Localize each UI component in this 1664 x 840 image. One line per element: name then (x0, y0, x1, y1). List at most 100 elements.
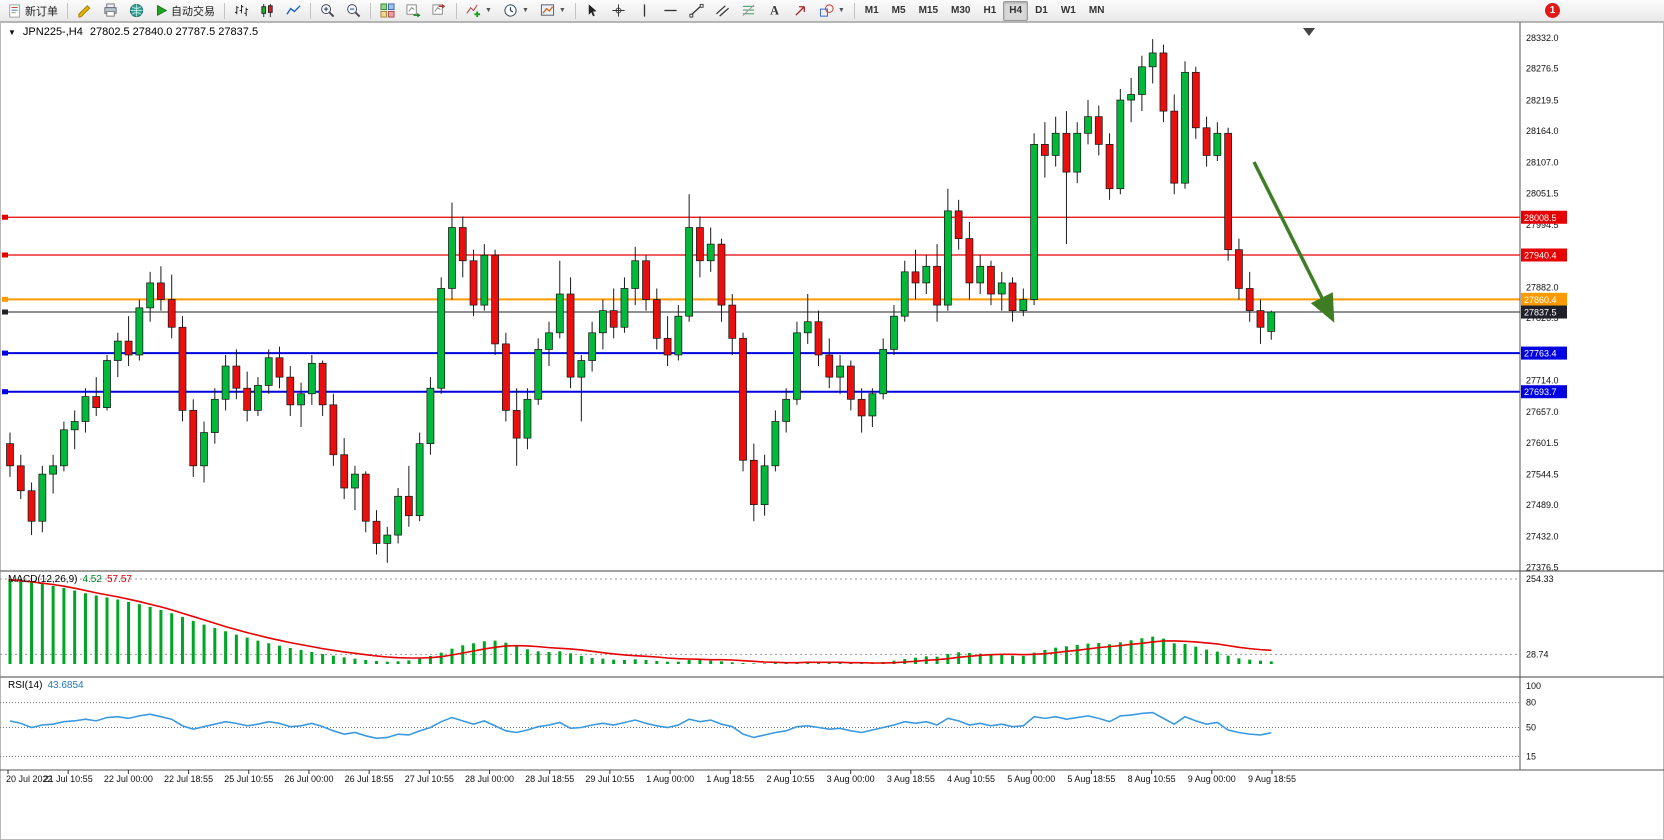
axis-label: 5 Aug 18:55 (1067, 774, 1115, 784)
text-tool-button[interactable]: A (762, 1, 787, 21)
candle-body (221, 365, 230, 400)
print-button[interactable] (98, 1, 123, 21)
axis-label: 27657.0 (1526, 407, 1559, 417)
level-left-marker (2, 350, 8, 356)
zoom-in-button[interactable] (315, 1, 340, 21)
axis-label: 9 Aug 00:00 (1188, 774, 1236, 784)
community-button[interactable] (124, 1, 149, 21)
axis-label: 27837.5 (1524, 308, 1557, 318)
line-chart-button[interactable] (281, 1, 306, 21)
periods-button[interactable]: ▼ (498, 1, 534, 21)
tile-windows-button[interactable] (375, 1, 400, 21)
fibonacci-tool-button[interactable] (736, 1, 761, 21)
price-level-badge[interactable] (1521, 305, 1567, 319)
axis-label: 27376.5 (1526, 563, 1559, 573)
candle-body (890, 315, 898, 350)
axis-label: 3 Aug 18:55 (887, 774, 935, 784)
timeframe-mn-button[interactable]: MN (1083, 1, 1111, 21)
price-level-badge[interactable] (1521, 346, 1567, 360)
chart-shift-button[interactable] (427, 1, 452, 21)
candlestick-chart-button[interactable] (255, 1, 280, 21)
axis-label: 1 Aug 18:55 (706, 774, 754, 784)
trendline-tool-button[interactable] (684, 1, 709, 21)
price-level-badge[interactable] (1521, 210, 1567, 224)
timeframe-m1-button[interactable]: M1 (859, 1, 885, 21)
symbol-dropdown-icon[interactable]: ▼ (8, 27, 16, 37)
price-axis: 28332.0 28276.5 28219.5 28164.0 28107.0 28051… (1526, 33, 1559, 573)
zoom-out-button[interactable] (341, 1, 366, 21)
candle-body (394, 495, 402, 536)
timeframe-m30-button[interactable]: M30 (945, 1, 976, 21)
trend-arrow-annotation[interactable] (1252, 161, 1335, 323)
horizontal-line-tool-button[interactable] (658, 1, 683, 21)
axis-label: 27763.4 (1524, 349, 1557, 359)
shapes-tool-button[interactable]: ▼ (814, 1, 850, 21)
axis-label: 8 Aug 10:55 (1128, 774, 1176, 784)
timeframe-m5-button[interactable]: M5 (886, 1, 912, 21)
timeframe-d1-button[interactable]: D1 (1029, 1, 1054, 21)
candle-body (1105, 144, 1114, 190)
candle-body (1202, 127, 1211, 156)
axis-label: 27432.0 (1526, 532, 1559, 542)
candle-body (297, 393, 305, 406)
level-left-marker (2, 296, 8, 302)
metaeditor-button[interactable] (72, 1, 97, 21)
macd-main-value: 4.52 (82, 574, 102, 585)
toolbar-separator (574, 2, 576, 19)
zoom-out-icon (347, 4, 361, 18)
candle-body (415, 443, 424, 517)
candle-body (404, 495, 413, 517)
candle-body (545, 332, 553, 350)
channel-tool-button[interactable] (710, 1, 735, 21)
vertical-line-tool-button[interactable] (632, 1, 657, 21)
indicators-button[interactable]: ▼ (461, 1, 497, 21)
level-left-marker (2, 389, 8, 395)
candle-body (685, 227, 694, 317)
axis-label: 28276.5 (1526, 64, 1559, 74)
timeframe-w1-button[interactable]: W1 (1055, 1, 1082, 21)
axis-label: 27544.5 (1526, 469, 1559, 479)
crosshair-tool-button[interactable] (606, 1, 631, 21)
level-left-marker (2, 309, 8, 315)
autotrading-button[interactable]: 自动交易 (150, 1, 220, 21)
templates-button[interactable]: ▼ (535, 1, 571, 21)
new-order-button[interactable]: 新订单 (3, 1, 63, 21)
candle-body (437, 288, 446, 389)
candle-body (857, 398, 866, 417)
price-level-badge[interactable] (1521, 385, 1567, 399)
candle-body (318, 362, 327, 406)
candle-body (652, 299, 661, 339)
candle-body (976, 265, 985, 284)
price-level-badge[interactable] (1521, 292, 1567, 306)
candle-body (588, 332, 596, 361)
timeframe-h4-button[interactable]: H4 (1003, 0, 1029, 21)
notification-badge[interactable]: 1 (1545, 3, 1560, 18)
arrow-tool-button[interactable] (788, 1, 813, 21)
candle-body (480, 254, 489, 306)
candle-body (49, 465, 57, 475)
candle-body (178, 326, 187, 411)
main-toolbar: 新订单 自动交易 ▼ ▼ (0, 0, 1664, 22)
bar-chart-button[interactable] (229, 1, 254, 21)
axis-label: 22 Jul 00:00 (104, 774, 153, 784)
toolbar-separator (310, 2, 311, 19)
candle-body (749, 459, 758, 505)
cursor-tool-button[interactable] (580, 1, 605, 21)
chart-shift-marker[interactable] (1303, 28, 1315, 36)
auto-scroll-button[interactable] (401, 1, 426, 21)
candle-body (534, 349, 543, 400)
autotrading-label: 自动交易 (171, 5, 215, 18)
candle-body (620, 288, 629, 328)
price-level-badge[interactable] (1521, 248, 1567, 262)
line-chart-icon (286, 5, 301, 15)
macd-name: MACD(12,26,9) (8, 574, 78, 585)
timeframe-h1-button[interactable]: H1 (977, 1, 1002, 21)
candle-body (491, 254, 499, 345)
channel-icon (715, 5, 729, 17)
axis-label: 5 Aug 00:00 (1007, 774, 1055, 784)
candle-body (1116, 99, 1125, 190)
timeframe-m15-button[interactable]: M15 (913, 1, 944, 21)
candle-body (1256, 310, 1265, 328)
